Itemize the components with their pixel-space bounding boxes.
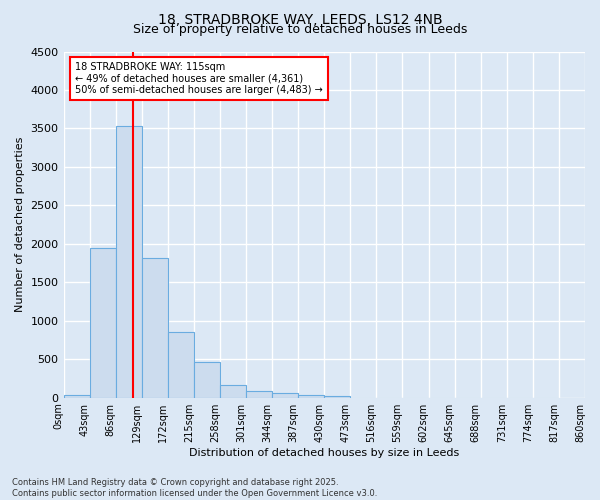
Bar (272, 393, 298, 398)
Bar (89, 248, 116, 398)
Text: Contains HM Land Registry data © Crown copyright and database right 2025.
Contai: Contains HM Land Registry data © Crown c… (12, 478, 377, 498)
Bar (220, 386, 246, 398)
Bar (194, 362, 220, 398)
Bar (116, 126, 142, 398)
Bar (246, 391, 272, 398)
Bar (298, 394, 324, 398)
X-axis label: Distribution of detached houses by size in Leeds: Distribution of detached houses by size … (189, 448, 460, 458)
Bar (324, 396, 350, 398)
Text: 18 STRADBROKE WAY: 115sqm
← 49% of detached houses are smaller (4,361)
50% of se: 18 STRADBROKE WAY: 115sqm ← 49% of detac… (75, 62, 323, 95)
Text: 18, STRADBROKE WAY, LEEDS, LS12 4NB: 18, STRADBROKE WAY, LEEDS, LS12 4NB (158, 12, 442, 26)
Text: Size of property relative to detached houses in Leeds: Size of property relative to detached ho… (133, 22, 467, 36)
Bar (142, 258, 168, 398)
Y-axis label: Number of detached properties: Number of detached properties (15, 137, 25, 312)
Bar (168, 332, 194, 398)
Bar (64, 396, 89, 398)
